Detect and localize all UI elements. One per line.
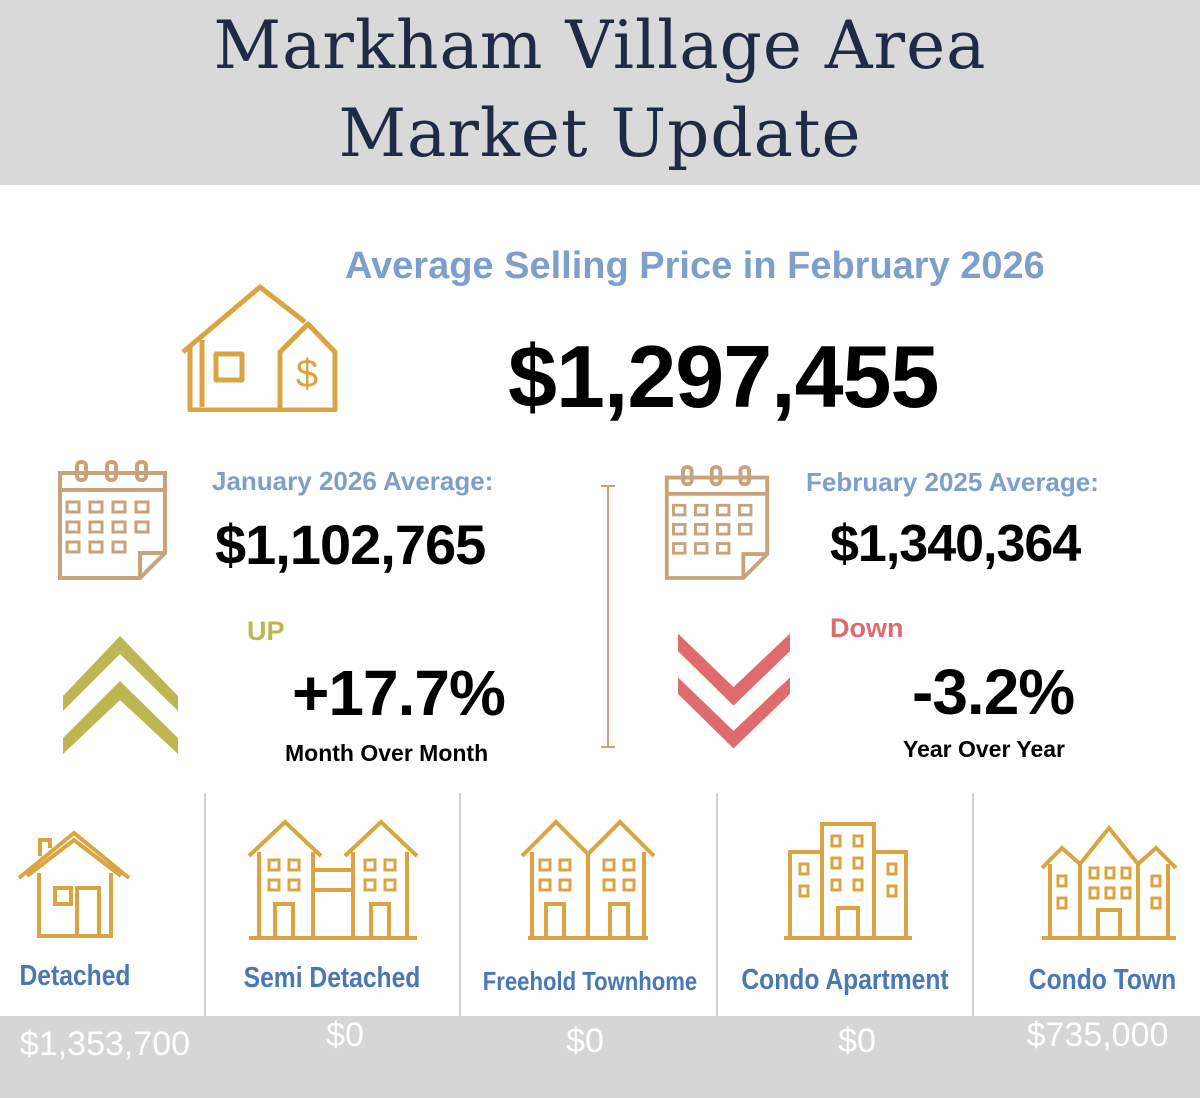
column-divider [204, 793, 206, 1016]
year-change: -3.2% [912, 656, 1075, 728]
divider-cap-top [601, 485, 615, 487]
calendar-icon [58, 460, 167, 580]
month-change: +17.7% [292, 657, 506, 729]
subtitle: Average Selling Price in February 2026 [345, 245, 1045, 287]
calendar-icon [664, 465, 770, 580]
double-chevron-down-icon [678, 633, 790, 749]
double-chevron-up-icon [63, 636, 178, 754]
down-label: Down [830, 613, 904, 643]
title-line-2: Market Update [338, 95, 862, 172]
condo-apartment-icon [784, 822, 912, 940]
type-value-condo-town: $735,000 [1026, 1016, 1169, 1054]
type-value-semi-detached: $0 [326, 1016, 364, 1054]
condo-town-icon [1040, 824, 1178, 940]
type-value-condo-apartment: $0 [838, 1022, 876, 1060]
type-label-freehold-townhome: Freehold Townhome [482, 966, 698, 996]
month-over-month-caption: Month Over Month [285, 740, 489, 766]
january-average-label: January 2026 Average: [212, 466, 494, 496]
header: Markham Village Area Market Update [0, 0, 1200, 185]
house-dollar-icon: $ [181, 284, 338, 412]
type-label-semi-detached: Semi Detached [243, 962, 421, 994]
title-line-1: Markham Village Area [213, 7, 987, 84]
january-average-value: $1,102,765 [215, 513, 486, 576]
divider [607, 485, 609, 748]
average-price: $1,297,455 [508, 327, 939, 426]
february-2025-average-label: February 2025 Average: [806, 467, 1099, 497]
up-label: UP [247, 616, 285, 646]
type-label-condo-apartment: Condo Apartment [741, 964, 949, 996]
year-over-year-caption: Year Over Year [903, 736, 1065, 762]
column-divider [972, 793, 974, 1016]
february-2025-average-value: $1,340,364 [830, 515, 1081, 573]
type-label-condo-town: Condo Town [1028, 964, 1177, 996]
semi-detached-icon [247, 819, 419, 940]
values-bar [0, 1016, 1200, 1098]
type-label-detached: Detached [19, 960, 131, 992]
svg-text:$: $ [296, 352, 318, 396]
freehold-townhome-icon [520, 819, 656, 940]
type-value-detached: $1,353,700 [19, 1025, 191, 1063]
column-divider [716, 793, 718, 1016]
divider-cap-bottom [601, 746, 615, 748]
type-value-freehold-townhome: $0 [566, 1022, 604, 1060]
column-divider [459, 793, 461, 1016]
detached-house-icon [17, 830, 131, 938]
